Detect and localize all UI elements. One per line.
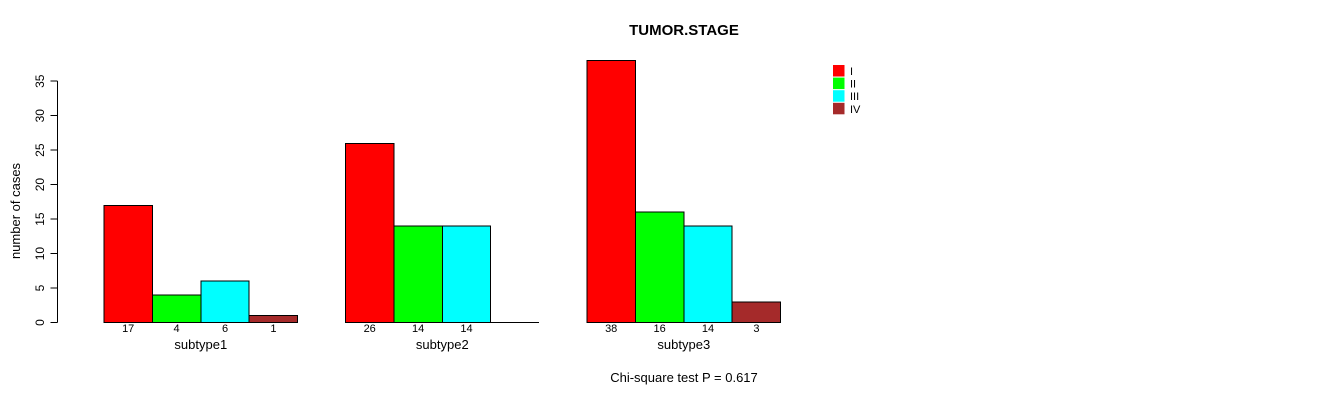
legend-swatch-I (833, 65, 845, 77)
bar-value-label: 16 (653, 323, 665, 335)
bar-value-label: 14 (412, 323, 424, 335)
bar-subtype3-stage-I (586, 60, 636, 323)
y-tick-label: 15 (33, 212, 47, 226)
bar-subtype1-stage-III (200, 280, 250, 323)
category-label-subtype2: subtype2 (416, 337, 469, 352)
y-tick-label: 5 (33, 284, 47, 291)
y-tick-label: 10 (33, 247, 47, 261)
y-axis: 0 5 10 15 20 25 30 35 (33, 74, 58, 326)
y-tick-label: 35 (33, 74, 47, 88)
chi-square-annotation: Chi-square test P = 0.617 (610, 370, 758, 385)
bar-value-label: 4 (174, 323, 180, 335)
bar-subtype3-stage-II (634, 211, 685, 323)
y-tick-label: 20 (33, 178, 47, 192)
legend-swatch-III (833, 90, 845, 102)
y-tick-label: 25 (33, 143, 47, 157)
bar-subtype1-stage-IV (248, 315, 299, 323)
y-tick-label: 30 (33, 109, 47, 123)
bar-value-label: 3 (753, 323, 759, 335)
legend-label-IV: IV (850, 104, 861, 116)
legend-label-II: II (850, 79, 856, 91)
bar-subtype1-stage-II (151, 294, 202, 324)
bar-groups: 17 4 6 1 subtype1 26 14 14 subtype2 38 16 14 3 subtyp… (103, 60, 782, 352)
bar-subtype2-stage-II (393, 225, 443, 323)
bar-subtype2-stage-III (441, 225, 492, 323)
bar-subtype2-stage-I (345, 142, 395, 323)
legend-swatch-IV (833, 102, 845, 115)
bar-value-label: 1 (270, 323, 276, 335)
bar-value-label: 17 (122, 323, 134, 335)
category-label-subtype3: subtype3 (657, 337, 710, 352)
bar-subtype1-stage-I (103, 204, 153, 323)
chart-title: TUMOR.STAGE (629, 22, 739, 39)
bar-value-label: 38 (605, 323, 617, 335)
legend-label-I: I (850, 66, 853, 78)
category-label-subtype1: subtype1 (174, 337, 227, 352)
bar-subtype3-stage-IV (731, 301, 782, 323)
y-tick-label: 0 (33, 319, 47, 326)
legend-swatch-II (833, 77, 845, 90)
bar-value-label: 26 (364, 323, 376, 335)
bar-value-label: 6 (222, 323, 228, 335)
y-axis-title: number of cases (8, 162, 23, 259)
bar-value-label: 14 (460, 323, 472, 335)
bar-value-label: 14 (702, 323, 714, 335)
legend-label-III: III (850, 91, 859, 103)
bar-subtype3-stage-III (683, 225, 733, 323)
